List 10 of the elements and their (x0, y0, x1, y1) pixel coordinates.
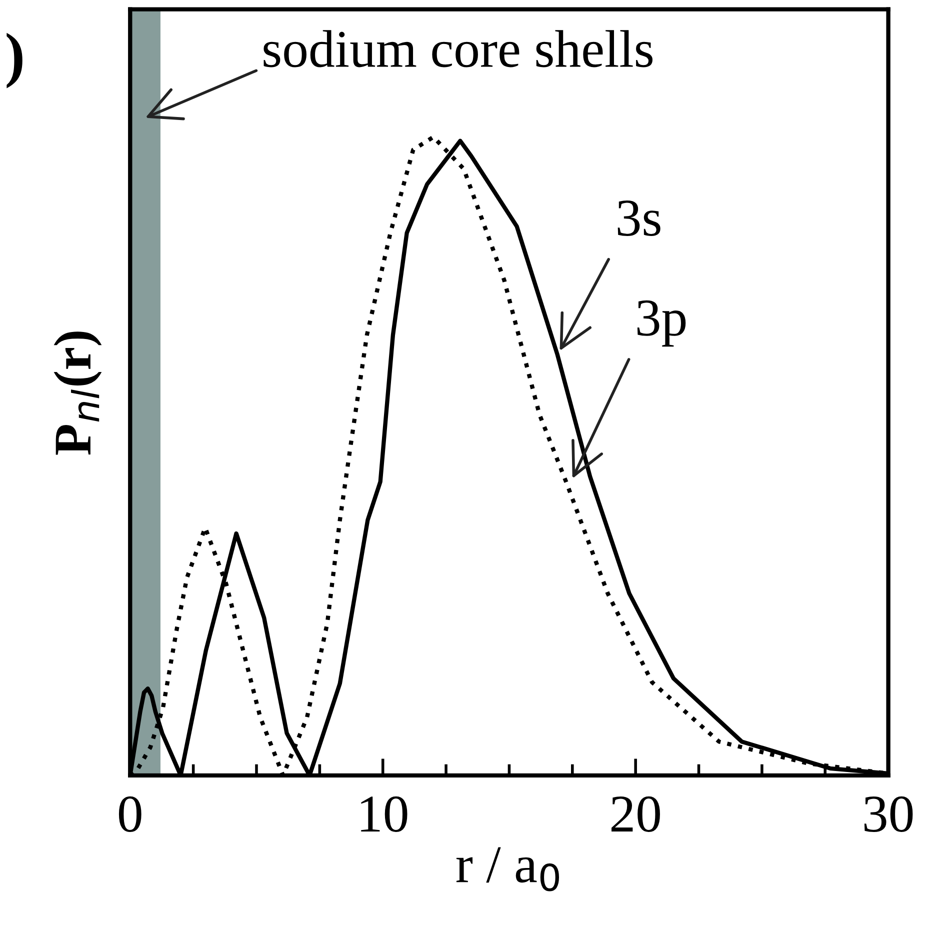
annotation: 3p (637, 300, 686, 347)
x-tick-label: 10 (361, 796, 408, 832)
x-tick-label: 20 (612, 796, 660, 832)
x-tick-label: 0 (118, 796, 142, 832)
x-tick-label: 30 (864, 796, 913, 832)
annotation: 3s (618, 200, 660, 236)
band-label: sodium core shells (264, 30, 652, 68)
y-axis-title: P$_{nl}$(r) (54, 332, 102, 455)
x-axis-title: r / a$_{0}$ (456, 847, 559, 892)
text: ) (6, 32, 22, 88)
